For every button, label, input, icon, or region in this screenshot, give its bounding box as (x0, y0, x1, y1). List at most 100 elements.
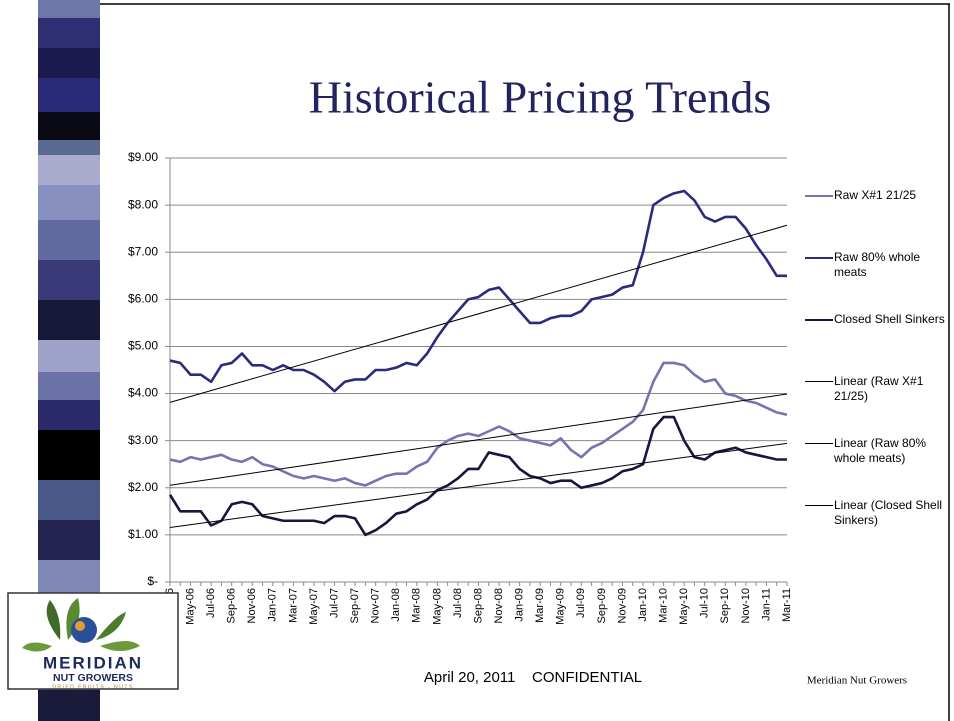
strip-block (38, 520, 100, 560)
y-tick-label: $2.00 (128, 480, 158, 494)
logo-leaf (66, 598, 80, 640)
legend-swatch (805, 443, 833, 444)
legend-label: Linear (Closed Shell Sinkers) (834, 498, 943, 527)
strip-block (38, 220, 100, 260)
y-tick-label: $7.00 (128, 244, 158, 258)
logo-box (7, 592, 179, 690)
legend-label: Closed Shell Sinkers (834, 312, 945, 326)
legend-item: Raw 80% whole meats (805, 250, 950, 310)
x-tick-label: Jul-10 (699, 588, 711, 618)
legend-swatch (805, 257, 833, 259)
strip-block (38, 372, 100, 400)
x-tick-label: Sep-06 (226, 588, 238, 623)
trend-line (169, 442, 788, 528)
legend-label: Raw 80% whole meats (834, 250, 921, 279)
x-tick-label: Jan-08 (390, 588, 402, 622)
footer-right: Meridian Nut Growers (807, 675, 907, 687)
y-tick-label: $3.00 (128, 433, 158, 447)
legend-label: Linear (Raw X#1 21/25) (834, 374, 924, 403)
legend-item: Raw X#1 21/25 (805, 188, 950, 248)
strip-block (38, 400, 100, 430)
logo-leaf (46, 600, 61, 640)
strip-block (38, 340, 100, 372)
slide-title: Historical Pricing Trends (309, 72, 772, 123)
legend-swatch (805, 195, 833, 197)
x-tick-label: Jul-09 (575, 588, 587, 618)
x-tick-label: Mar-08 (411, 588, 423, 623)
legend-label: Raw X#1 21/25 (834, 188, 917, 202)
strip-block (38, 140, 100, 155)
x-tick-label: May-08 (431, 588, 443, 625)
strip-block (38, 430, 100, 480)
strip-block (38, 155, 100, 185)
x-tick-label: Mar-10 (658, 588, 670, 623)
logo-leaf (96, 612, 126, 640)
x-tick-label: May-10 (678, 588, 690, 625)
x-tick-label: Jul-06 (205, 588, 217, 618)
x-tick-label: Jan-09 (514, 588, 526, 622)
footer-center: April 20, 2011 CONFIDENTIAL (424, 669, 642, 686)
x-tick-label: May-09 (555, 588, 567, 625)
legend-swatch (805, 505, 833, 506)
plot-area: $- $1.00 $2.00 $3.00 $4.00 $5.00 $6.00 $7.00 $8.… (128, 150, 793, 625)
x-tick-label: Sep-08 (472, 588, 484, 623)
decor-strip (38, 0, 100, 721)
strip-block (38, 78, 100, 112)
x-tick-label: Jan-11 (760, 588, 772, 621)
series-line (168, 415, 787, 537)
logo: MERIDIAN NUT GROWERS DRIED FRUITS - NUTS (7, 592, 179, 690)
x-tick-label: Nov-09 (616, 588, 628, 623)
logo-name: MERIDIAN (43, 653, 143, 672)
legend-item: Closed Shell Sinkers (805, 312, 950, 372)
legend-item: Linear (Closed Shell Sinkers) (805, 498, 950, 558)
x-tick-label: Nov-06 (246, 588, 258, 623)
x-tick-label: Nov-07 (370, 588, 382, 623)
x-tick-label: Mar-07 (287, 588, 299, 623)
strip-block (38, 690, 100, 721)
strip-block (38, 48, 100, 78)
x-tick-label: Sep-07 (349, 588, 361, 623)
strip-block (38, 112, 100, 140)
strip-block (38, 0, 100, 18)
strip-block (38, 260, 100, 300)
legend-item: Linear (Raw 80% whole meats) (805, 436, 950, 496)
legend-swatch (805, 319, 833, 321)
x-tick-label: May-06 (184, 588, 196, 625)
series-line (169, 361, 788, 487)
x-tick-label: Jan-07 (267, 588, 279, 622)
y-tick-label: $- (147, 574, 158, 588)
logo-leaf (100, 641, 140, 651)
strip-block (38, 18, 100, 48)
strip-block (38, 300, 100, 340)
x-tick-label: Sep-09 (596, 588, 608, 623)
logo-sun (75, 621, 85, 631)
logo-leaf (22, 642, 52, 652)
y-tick-label: $6.00 (128, 292, 158, 306)
series-line (169, 189, 787, 393)
y-tick-label: $8.00 (128, 197, 158, 211)
legend-item: Linear (Raw X#1 21/25) (805, 374, 950, 434)
trend-line (169, 393, 788, 486)
y-tick-label: $9.00 (128, 150, 158, 164)
x-tick-label: Nov-10 (740, 588, 752, 623)
x-tick-label: Mar-11 (781, 588, 793, 622)
x-tick-label: Jul-08 (452, 588, 464, 618)
strip-block (38, 185, 100, 220)
x-tick-label: Nov-08 (493, 588, 505, 623)
x-tick-label: Mar-09 (534, 588, 546, 623)
legend-swatch (805, 381, 833, 382)
trend-line (169, 224, 788, 403)
logo-globe (71, 617, 97, 643)
strip-block (38, 560, 100, 595)
strip-block (38, 480, 100, 520)
legend-label: Linear (Raw 80% whole meats) (834, 436, 927, 465)
y-tick-label: $1.00 (128, 527, 158, 541)
x-tick-label: Jan-10 (637, 588, 649, 622)
logo-subname: NUT GROWERS (53, 672, 133, 684)
x-tick-label: Sep-10 (719, 588, 731, 623)
logo-tagline: DRIED FRUITS - NUTS (52, 684, 134, 690)
y-tick-label: $5.00 (128, 339, 158, 353)
x-tick-label: May-07 (308, 588, 320, 625)
